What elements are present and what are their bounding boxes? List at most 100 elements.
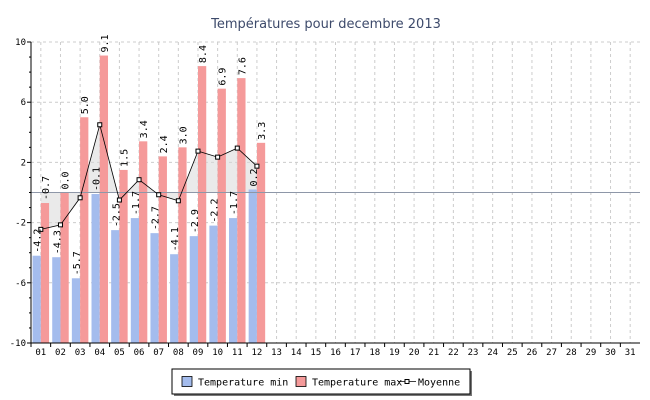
bar-value-label: 8.4	[198, 45, 209, 63]
bar-temperature-max	[158, 156, 167, 343]
bar-value-label: 5.0	[80, 96, 91, 114]
bar-temperature-min	[71, 278, 81, 343]
legend-swatch-min	[181, 376, 193, 387]
bar-temperature-min	[111, 230, 120, 343]
x-tick-label: 16	[330, 348, 341, 358]
bar-temperature-max	[197, 66, 207, 343]
bar-temperature-min	[229, 218, 238, 343]
legend-label: Temperature max	[312, 378, 402, 389]
bar-value-label: -0.1	[92, 167, 103, 191]
x-tick-label: 29	[585, 348, 596, 358]
x-tick-label: 05	[114, 348, 125, 358]
x-tick-label: 23	[468, 348, 479, 358]
legend-swatch-marker	[404, 379, 410, 384]
legend-box	[171, 368, 471, 395]
bar-value-label: -1.7	[229, 191, 240, 215]
bar-value-label: 3.3	[257, 122, 268, 140]
bar-value-label: 0.0	[61, 171, 72, 189]
legend-swatch-max	[295, 376, 307, 387]
bar-temperature-min	[248, 189, 257, 343]
bar-temperature-min	[32, 255, 41, 343]
y-tick-label: 6	[21, 98, 26, 108]
average-line	[40, 123, 258, 230]
bar-value-label: 3.4	[139, 120, 150, 138]
x-tick-label: 11	[232, 348, 243, 358]
bar-temperature-max	[99, 55, 109, 344]
x-tick-label: 21	[428, 348, 439, 358]
x-tick-label: 30	[605, 348, 616, 358]
bar-temperature-max	[60, 192, 69, 343]
bar-temperature-min	[150, 233, 159, 343]
average-marker	[38, 226, 44, 232]
x-tick-label: 14	[291, 348, 302, 358]
average-marker	[57, 222, 63, 228]
chart-title: Températures pour decembre 2013	[210, 17, 441, 32]
bar-value-label: -4.1	[170, 227, 181, 251]
bar-value-label: -5.7	[72, 251, 83, 275]
average-marker	[97, 122, 103, 128]
x-tick-label: 27	[546, 348, 557, 358]
bar-temperature-max	[217, 88, 226, 343]
y-tick-label: -2	[15, 219, 26, 229]
x-tick-label: 01	[35, 348, 46, 358]
average-marker	[136, 177, 142, 183]
average-marker	[195, 148, 201, 154]
bar-value-label: -2.9	[190, 209, 201, 233]
bar-value-label: 3.0	[178, 126, 189, 144]
x-tick-label: 06	[134, 348, 145, 358]
bar-value-label: 0.2	[249, 168, 260, 186]
x-tick-label: 31	[625, 348, 636, 358]
average-marker	[215, 154, 221, 160]
bars	[32, 55, 266, 344]
bar-temperature-max	[119, 169, 128, 343]
bar-value-label: 7.6	[237, 57, 248, 75]
x-tick-label: 18	[369, 348, 380, 358]
x-tick-label: 02	[55, 348, 66, 358]
x-tick-label: 25	[507, 348, 518, 358]
average-marker	[234, 145, 240, 151]
bar-value-label: -2.2	[210, 199, 221, 223]
y-tick-label: -10	[10, 339, 26, 349]
x-tick-label: 07	[153, 348, 164, 358]
x-tick-label: 08	[173, 348, 184, 358]
x-tick-label: 13	[271, 348, 282, 358]
x-tick-label: 03	[75, 348, 86, 358]
average-area-fill	[40, 124, 257, 230]
x-tick-label: 04	[94, 348, 105, 358]
x-tick-label: 26	[527, 348, 538, 358]
bar-value-label: 6.9	[218, 68, 229, 86]
bar-value-label: -1.7	[131, 191, 142, 215]
bar-temperature-min	[170, 254, 179, 343]
bar-value-label: -4.2	[33, 229, 44, 253]
bar-value-label: 2.4	[159, 135, 170, 153]
y-tick-label: 2	[21, 158, 26, 168]
bar-temperature-min	[130, 218, 140, 343]
x-tick-label: 09	[193, 348, 204, 358]
legend-label: Moyenne	[418, 378, 460, 389]
average-marker	[254, 163, 260, 169]
bar-temperature-max	[40, 203, 50, 343]
legend: Temperature min Temperature max Moyenne	[171, 368, 472, 396]
average-marker	[77, 195, 83, 201]
legend-label: Temperature min	[198, 378, 288, 389]
x-tick-label: 10	[212, 348, 223, 358]
bar-temperature-max	[237, 78, 246, 344]
y-tick-label: 10	[15, 38, 26, 48]
x-tick-label: 28	[566, 348, 577, 358]
x-tick-label: 20	[409, 348, 420, 358]
average-marker	[156, 192, 162, 198]
average-line-group	[38, 122, 260, 232]
bar-value-label: -4.3	[52, 230, 63, 254]
bar-temperature-max	[256, 142, 266, 343]
x-tick-label: 24	[487, 348, 498, 358]
bar-temperature-min	[189, 236, 198, 343]
x-tick-label: 17	[350, 348, 361, 358]
bar-temperature-min	[209, 225, 218, 343]
average-marker	[116, 197, 122, 203]
bar-temperature-max	[139, 141, 148, 343]
average-area	[40, 124, 257, 230]
bar-value-label: -0.7	[41, 176, 52, 200]
average-marker	[175, 198, 181, 204]
